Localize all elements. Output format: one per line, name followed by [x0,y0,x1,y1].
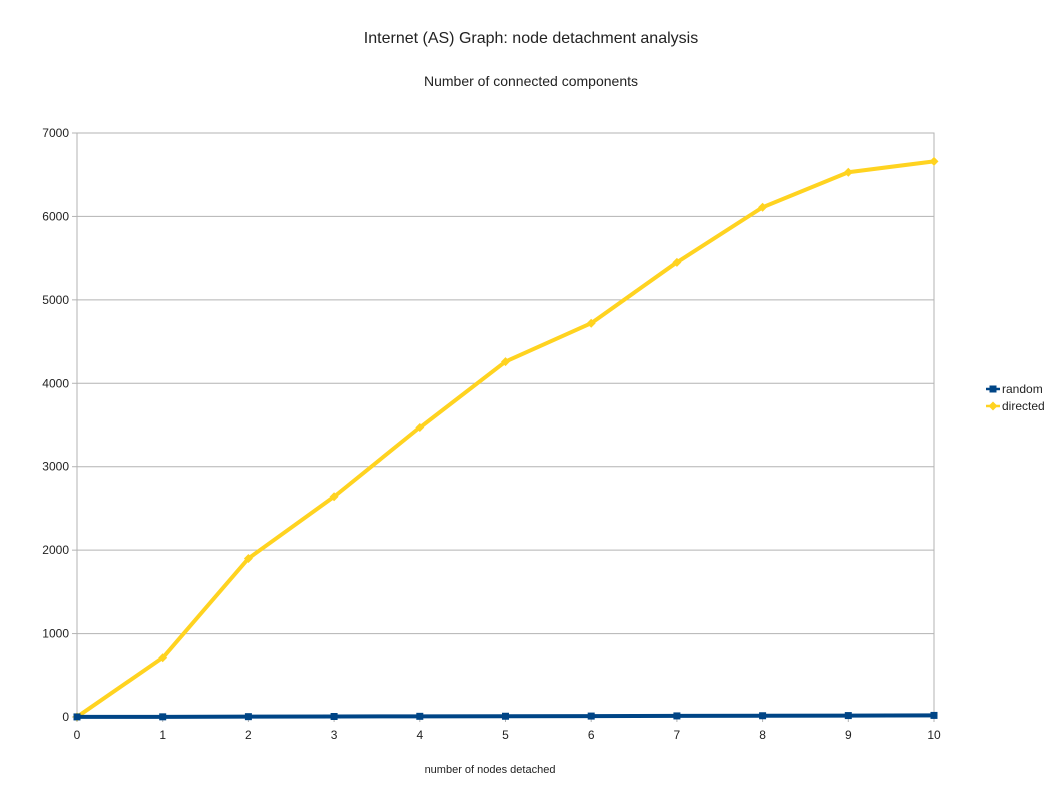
y-axis-ticks: 0 1000 2000 3000 4000 5000 6000 7000 [42,126,77,724]
data-point-random [416,712,424,720]
legend-marker-directed [988,401,998,411]
x-tick-label: 5 [502,728,509,742]
series-directed [72,156,939,722]
data-point-directed [158,653,168,663]
data-point-directed [243,553,253,563]
data-point-random [930,711,938,719]
x-tick-label: 8 [759,728,766,742]
data-point-random [587,712,595,720]
legend-item-random: random [986,382,1043,396]
x-tick-label: 2 [245,728,252,742]
y-tick-label: 2000 [42,543,69,557]
data-point-random [159,713,167,721]
x-tick-label: 4 [416,728,423,742]
y-tick-label: 1000 [42,627,69,641]
x-tick-label: 1 [159,728,166,742]
data-point-directed [501,357,510,367]
data-point-directed [329,492,339,502]
series-group [72,156,939,722]
data-point-directed [672,257,682,267]
gridlines [77,132,934,718]
x-tick-label: 7 [674,728,681,742]
legend-label-random: random [1002,382,1043,396]
chart-title: Internet (AS) Graph: node detachment ana… [364,30,698,47]
y-tick-label: 3000 [42,460,69,474]
data-point-random [502,712,509,720]
y-tick-label: 6000 [42,209,69,223]
x-tick-label: 9 [845,728,852,742]
legend-item-directed: directed [986,399,1045,413]
data-point-random [73,713,81,721]
data-point-directed [758,202,768,212]
series-random [73,711,938,721]
data-point-random [330,712,338,720]
data-point-directed [929,156,939,166]
x-tick-label: 10 [927,728,941,742]
x-tick-label: 6 [588,728,595,742]
plot-area [76,132,935,718]
y-tick-label: 4000 [42,376,69,390]
x-axis-label: number of nodes detached [425,764,556,776]
y-tick-label: 0 [62,710,69,724]
y-tick-label: 5000 [42,293,69,307]
x-tick-label: 3 [331,728,338,742]
data-point-random [673,712,681,720]
y-tick-label: 7000 [42,126,69,140]
chart-subtitle: Number of connected components [424,73,638,89]
data-point-directed [586,318,596,328]
legend: random directed [986,382,1045,413]
x-tick-label: 0 [74,728,81,742]
data-point-directed [843,167,853,177]
x-axis-ticks: 0 1 2 3 4 5 6 7 8 9 10 [74,717,941,742]
legend-marker-random [989,385,997,393]
data-point-random [759,712,767,720]
legend-label-directed: directed [1002,399,1045,413]
data-point-random [844,712,852,720]
data-point-random [244,713,252,721]
data-point-directed [415,423,425,433]
